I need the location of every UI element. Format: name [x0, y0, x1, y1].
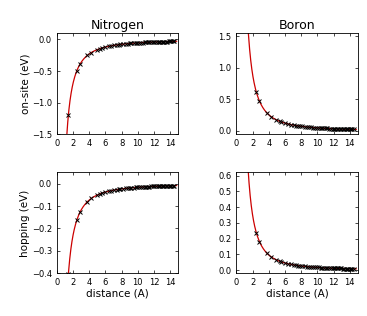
Title: Boron: Boron [279, 19, 316, 32]
Y-axis label: hopping (eV): hopping (eV) [21, 189, 30, 257]
Y-axis label: on-site (eV): on-site (eV) [21, 53, 30, 114]
X-axis label: distance (A): distance (A) [86, 289, 149, 299]
X-axis label: distance (A): distance (A) [266, 289, 328, 299]
Title: Nitrogen: Nitrogen [91, 19, 145, 32]
